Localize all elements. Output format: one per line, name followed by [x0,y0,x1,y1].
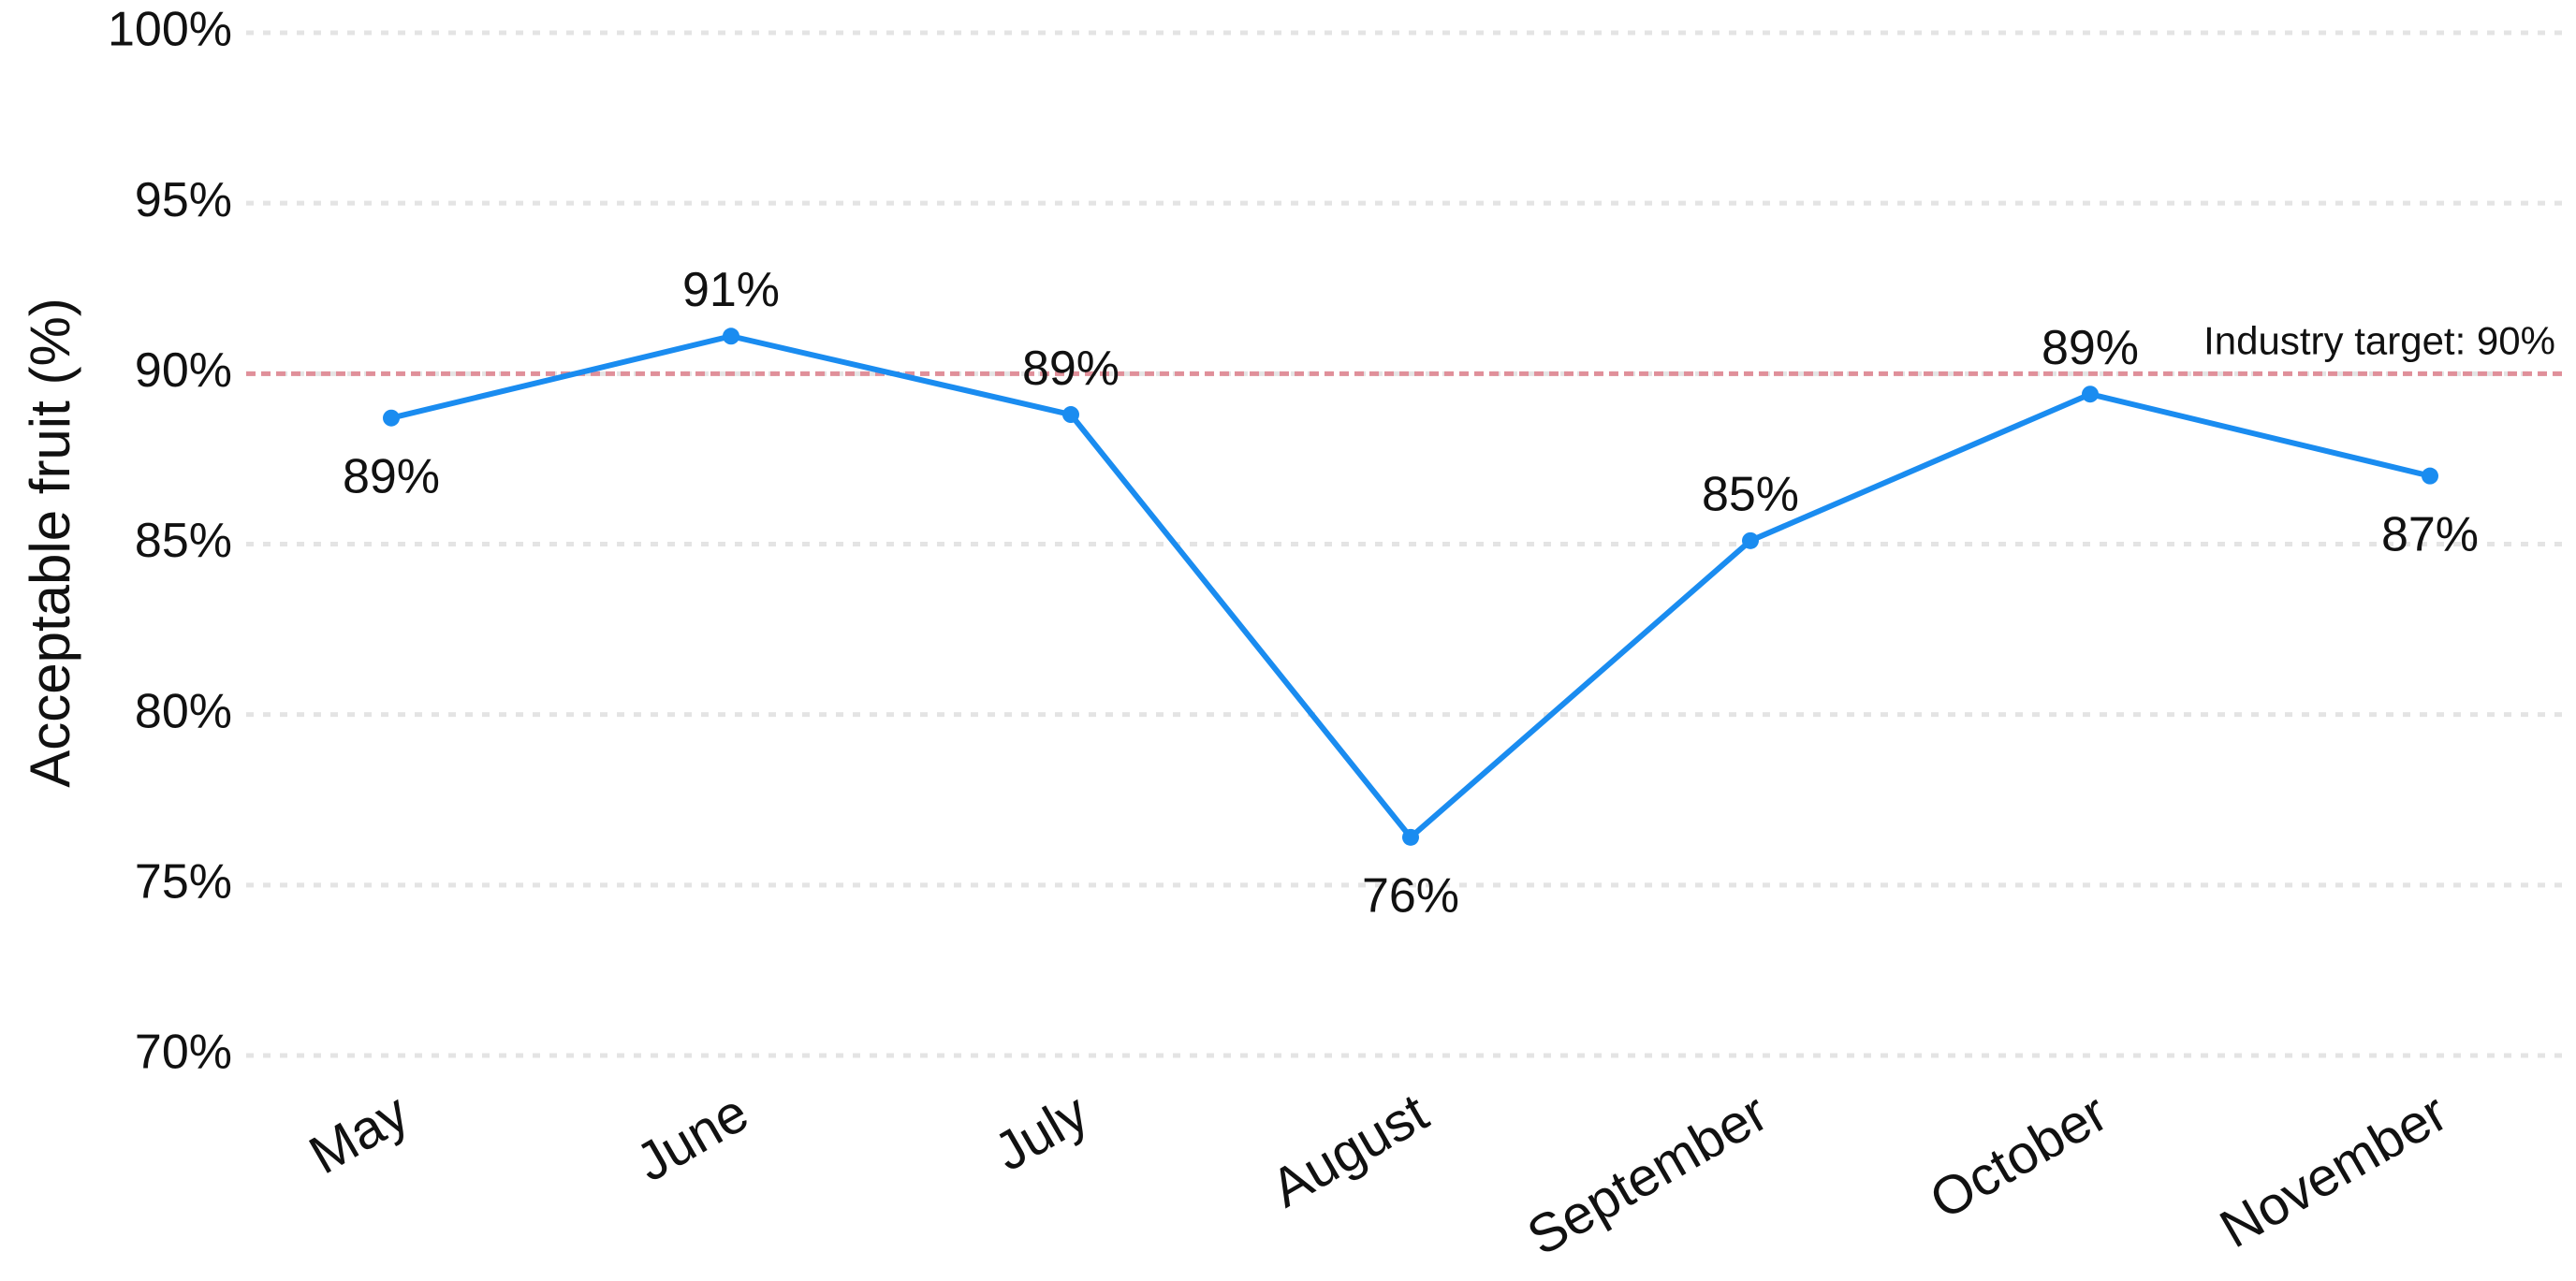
y-tick-label: 85% [135,514,232,568]
y-tick-label: 95% [135,173,232,227]
data-label: 89% [1022,342,1120,396]
data-label: 89% [2042,321,2139,375]
y-axis-title: Acceptable fruit (%) [19,298,81,788]
x-tick-label: September [1517,1082,1778,1267]
y-tick-label: 100% [108,3,232,57]
point [383,409,400,427]
point [723,328,739,345]
point [1402,828,1419,846]
y-tick-label: 80% [135,684,232,738]
y-tick-label: 90% [135,343,232,398]
data-label: 89% [343,449,440,503]
x-tick-label: August [1261,1082,1438,1219]
x-tick-label: November [2210,1082,2457,1259]
x-tick-label: May [300,1082,418,1186]
x-tick-label: June [626,1082,758,1193]
data-label: 87% [2381,507,2479,561]
target-label: Industry target: 90% [2203,318,2555,362]
point [1742,531,1759,549]
point [2422,467,2438,485]
y-tick-label: 70% [135,1026,232,1080]
data-label: 85% [1702,468,1799,522]
y-tick-label: 75% [135,855,232,910]
x-tick-label: October [1920,1082,2117,1230]
x-tick-label: July [984,1082,1098,1183]
data-label: 76% [1362,869,1459,924]
point [2082,386,2099,403]
line [390,333,2431,840]
point [1062,406,1079,424]
data-label: 91% [682,263,780,317]
